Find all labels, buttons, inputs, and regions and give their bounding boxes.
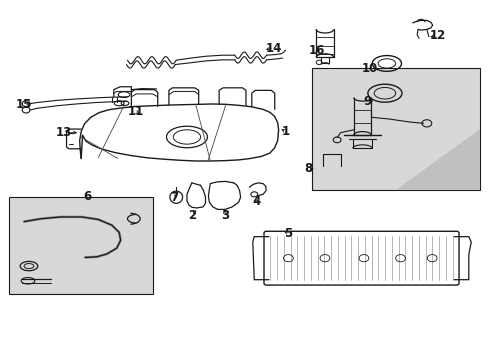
Text: 3: 3 [221, 209, 228, 222]
Text: 15: 15 [16, 98, 32, 111]
Text: 1: 1 [281, 125, 289, 138]
Bar [9, 197, 153, 294]
Text: 2: 2 [187, 210, 196, 222]
Text: 4: 4 [252, 195, 260, 208]
Text: 6: 6 [83, 190, 91, 203]
Text: 10: 10 [362, 62, 378, 75]
FancyBboxPatch shape [264, 231, 458, 285]
Polygon shape [395, 129, 479, 190]
Text: 11: 11 [128, 105, 144, 118]
Text: 16: 16 [308, 44, 324, 57]
Text: 14: 14 [265, 41, 282, 54]
Text: 5: 5 [284, 226, 292, 239]
Bar [311, 68, 479, 190]
Text: 12: 12 [428, 29, 445, 42]
Text: 8: 8 [303, 162, 311, 175]
Text: 13: 13 [56, 126, 72, 139]
Text: 7: 7 [170, 191, 179, 204]
Text: 9: 9 [363, 95, 371, 108]
